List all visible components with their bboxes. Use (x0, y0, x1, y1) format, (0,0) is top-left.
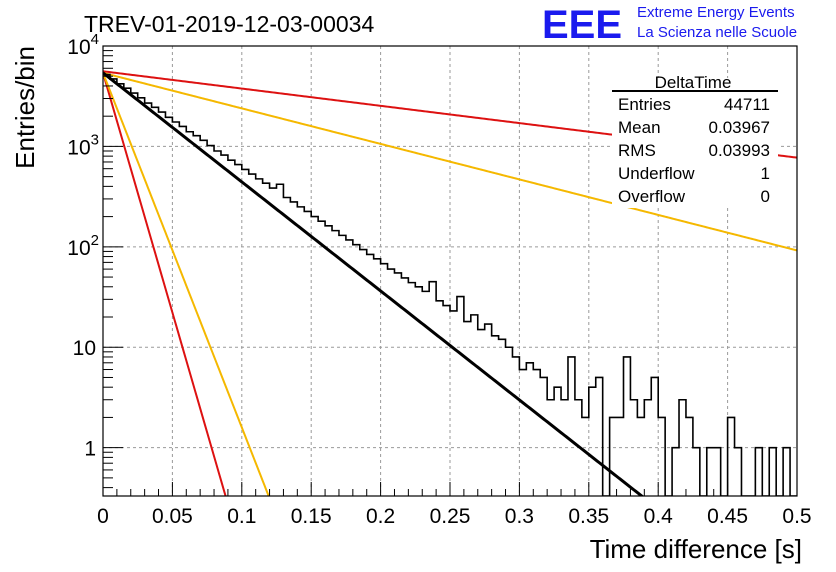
x-tick-label: 0.15 (291, 505, 332, 528)
x-tick-label: 0.1 (227, 505, 256, 528)
stats-label-rms: RMS (618, 141, 656, 160)
stats-label-overflow: Overflow (618, 187, 686, 206)
stats-label-entries: Entries (618, 95, 671, 114)
x-tick-label: 0.4 (644, 505, 674, 528)
y-axis-label: Entries/bin (10, 46, 40, 169)
curve-yellow_slow (103, 71, 797, 252)
stats-value-rms: 0.03993 (709, 141, 770, 160)
x-tick-label: 0.45 (707, 505, 748, 528)
y-tick-label: 102 (67, 232, 99, 260)
eee-logo: EEE (542, 3, 622, 47)
stats-value-underflow: 1 (761, 164, 770, 183)
curve-red_fast (103, 72, 227, 496)
y-tick-label: 1 (84, 438, 96, 461)
x-tick-label: 0.3 (505, 505, 534, 528)
logo-subtitle-2: La Scienza nelle Scuole (637, 24, 797, 41)
stats-label-mean: Mean (618, 118, 661, 137)
run-title: TREV-01-2019-12-03-00034 (84, 11, 374, 37)
stats-value-overflow: 0 (761, 187, 770, 206)
grid-lines (103, 46, 797, 496)
x-tick-label: 0 (97, 505, 109, 528)
axis-ticks: 0 0.05 0.1 0.15 0.2 0.25 0.3 0.35 0.4 0.45 0.51101… (67, 31, 811, 528)
histogram-steps (103, 73, 797, 496)
x-axis-label: Time difference [s] (590, 534, 802, 564)
stats-title: DeltaTime (655, 73, 732, 92)
y-tick-label: 104 (67, 31, 99, 59)
x-tick-label: 0.5 (782, 505, 811, 528)
x-tick-label: 0.35 (568, 505, 609, 528)
stats-value-entries: 44711 (724, 95, 770, 114)
y-tick-label: 10 (73, 337, 96, 360)
x-tick-label: 0.25 (430, 505, 471, 528)
logo-subtitle-1: Extreme Energy Events (637, 4, 795, 21)
stats-value-mean: 0.03967 (709, 118, 770, 137)
curve-fit (103, 71, 645, 496)
x-tick-label: 0.05 (152, 505, 193, 528)
histogram (103, 73, 797, 496)
stats-label-underflow: Underflow (618, 164, 695, 183)
curve-yellow_fast (103, 72, 270, 496)
x-tick-label: 0.2 (366, 505, 395, 528)
y-tick-label: 103 (67, 131, 99, 159)
exponential-fit (103, 71, 645, 496)
stats-box: DeltaTime Entries 44711 Mean 0.03967 RMS… (612, 73, 778, 208)
